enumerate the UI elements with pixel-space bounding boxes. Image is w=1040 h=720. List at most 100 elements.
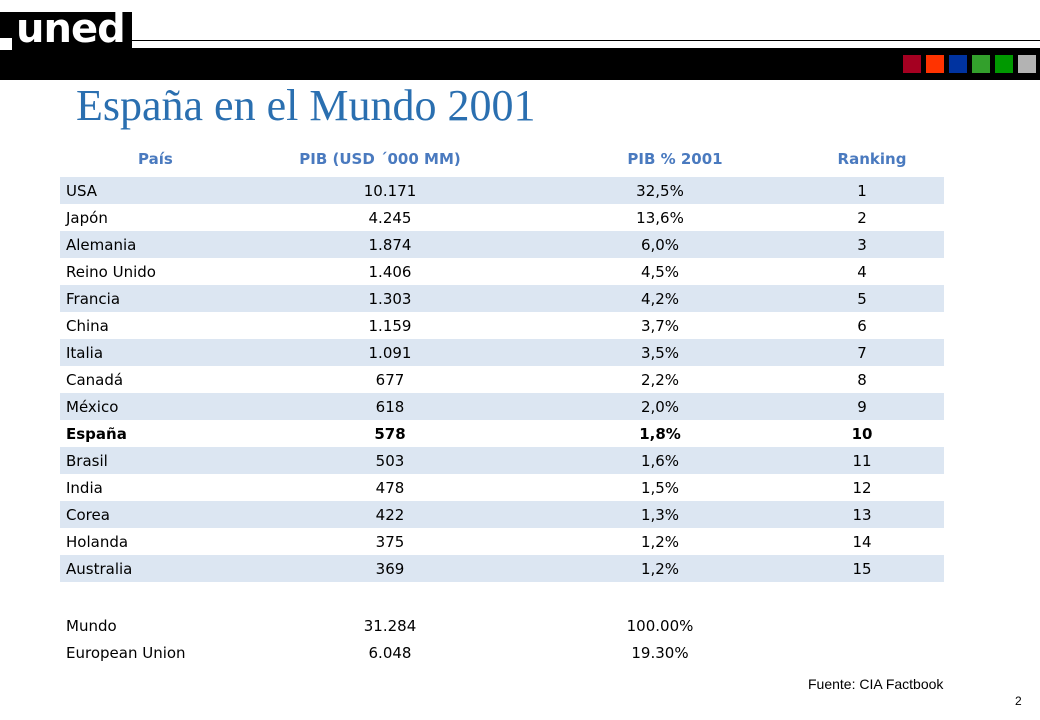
table-row: Canadá 677 2,2% 8 [60,366,944,393]
cell-pct: 3,5% [640,343,680,362]
cell-pib: 1.303 [368,289,412,308]
cell-pib: 1.091 [368,343,412,362]
table-row: USA 10.171 32,5% 1 [60,177,944,204]
cell-ranking: 2 [857,208,867,227]
cell-pais: Canadá [66,370,124,389]
table-spacer [60,582,944,612]
cell-ranking: 8 [857,370,867,389]
brand-square-4 [972,55,990,73]
header-pct: PIB % 2001 [627,150,723,168]
cell-pais: USA [66,181,98,200]
table-row: Brasil 503 1,6% 11 [60,447,944,474]
table-row: China 1.159 3,7% 6 [60,312,944,339]
cell-pct: 2,2% [640,370,680,389]
uned-logo: uned [0,12,132,52]
cell-pct: 1,8% [639,424,681,443]
gdp-table: País PIB (USD ´000 MM) PIB % 2001 Rankin… [60,141,944,666]
cell-pib: 1.406 [368,262,412,281]
brand-square-5 [995,55,1013,73]
cell-pais: México [66,397,119,416]
cell-pais: Corea [66,505,110,524]
table-row: Australia 369 1,2% 15 [60,555,944,582]
cell-pct: 1,6% [640,451,680,470]
cell-pct: 13,6% [636,208,684,227]
cell-pct: 4,5% [640,262,680,281]
brand-square-6 [1018,55,1036,73]
cell-pct: 1,2% [640,532,680,551]
cell-ranking: 12 [852,478,872,497]
cell-pib: 1.159 [368,316,412,335]
header-pib: PIB (USD ´000 MM) [299,150,461,168]
table-row: Japón 4.245 13,6% 2 [60,204,944,231]
cell-pib: 4.245 [368,208,412,227]
table-row: Francia 1.303 4,2% 5 [60,285,944,312]
table-row: Reino Unido 1.406 4,5% 4 [60,258,944,285]
table-header: País PIB (USD ´000 MM) PIB % 2001 Rankin… [60,141,944,177]
header-ranking: Ranking [837,150,907,168]
table-totals: Mundo 31.284 100.00% European Union 6.048 19.… [60,612,944,666]
cell-ranking: 13 [852,505,872,524]
cell-ranking: 11 [852,451,872,470]
page-number: 2 [1015,694,1022,708]
cell-pais: Italia [66,343,104,362]
cell-pib: 503 [375,451,405,470]
logo-notch [0,38,12,50]
cell-pais: España [66,424,127,443]
cell-pib: 31.284 [363,616,417,635]
cell-pais: Francia [66,289,121,308]
table-row: Holanda 375 1,2% 14 [60,528,944,555]
slide-title: España en el Mundo 2001 [76,81,536,130]
cell-pib: 618 [375,397,405,416]
cell-pais: India [66,478,103,497]
cell-pib: 478 [375,478,405,497]
cell-pais: China [66,316,109,335]
cell-pct: 19.30% [631,643,689,662]
cell-pais: Japón [66,208,108,227]
cell-pib: 10.171 [363,181,417,200]
cell-ranking: 9 [857,397,867,416]
cell-pib: 375 [375,532,405,551]
logo-text: uned [16,12,126,52]
table-row: India 478 1,5% 12 [60,474,944,501]
table-row: Alemania 1.874 6,0% 3 [60,231,944,258]
table-row: Italia 1.091 3,5% 7 [60,339,944,366]
cell-pib: 578 [374,424,406,443]
cell-pct: 6,0% [640,235,680,254]
cell-pais: Australia [66,559,133,578]
totals-row: Mundo 31.284 100.00% [60,612,944,639]
cell-pct: 32,5% [636,181,684,200]
table-row: Corea 422 1,3% 13 [60,501,944,528]
cell-ranking: 15 [852,559,872,578]
cell-ranking: 7 [857,343,867,362]
cell-ranking: 6 [857,316,867,335]
cell-ranking: 1 [857,181,867,200]
cell-ranking: 14 [852,532,872,551]
cell-ranking: 10 [851,424,873,443]
brand-square-3 [949,55,967,73]
cell-pct: 1,3% [640,505,680,524]
cell-pib: 369 [375,559,405,578]
brand-square-1 [903,55,921,73]
brand-square-2 [926,55,944,73]
cell-pais: European Union [66,643,186,662]
cell-pib: 6.048 [368,643,412,662]
table-body: USA 10.171 32,5% 1 Japón 4.245 13,6% 2 Alemania 1… [60,177,944,582]
cell-ranking: 4 [857,262,867,281]
cell-pais: Reino Unido [66,262,156,281]
cell-pib: 422 [375,505,405,524]
cell-pct: 1,5% [640,478,680,497]
cell-pct: 3,7% [640,316,680,335]
cell-pais: Brasil [66,451,108,470]
cell-pais: Mundo [66,616,117,635]
brand-squares [903,55,1036,73]
header-band [0,48,1040,80]
table-row: México 618 2,0% 9 [60,393,944,420]
cell-pct: 2,0% [640,397,680,416]
cell-pais: Alemania [66,235,137,254]
cell-pib: 677 [375,370,405,389]
cell-pct: 1,2% [640,559,680,578]
cell-pct: 100.00% [626,616,694,635]
cell-ranking: 5 [857,289,867,308]
cell-pib: 1.874 [368,235,412,254]
cell-ranking: 3 [857,235,867,254]
